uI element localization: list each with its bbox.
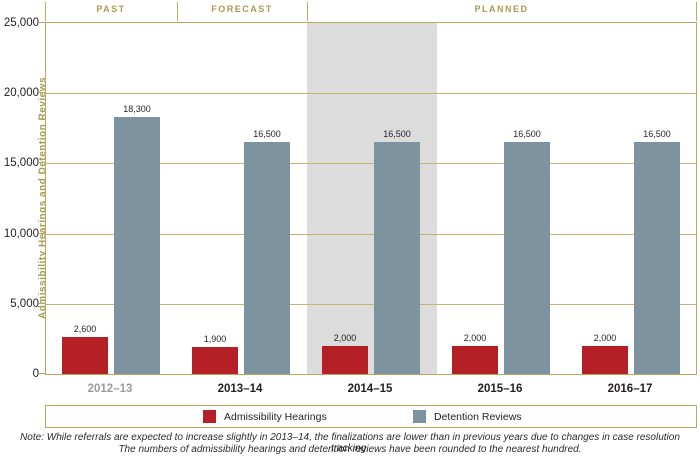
- x-axis-label-2016-17: 2016–17: [607, 383, 653, 395]
- y-tick-label-20,000: 20,000: [3, 87, 39, 99]
- y-tick-label-15,000: 15,000: [3, 157, 39, 169]
- gridline-10000: [46, 234, 696, 235]
- legend: Admissibility Hearings Detention Reviews: [45, 405, 697, 428]
- bar-admissibility-hearings-2015-16: [452, 346, 498, 374]
- phase-label-forecast: FORECAST: [211, 4, 273, 14]
- phase-label-past: PAST: [96, 4, 126, 14]
- x-axis-label-2014-15: 2014–15: [347, 383, 393, 395]
- legend-swatch-admissibility-hearings: [203, 410, 216, 423]
- bar-detention-reviews-2014-15: [374, 142, 420, 374]
- bar-value-label: 2,000: [463, 333, 487, 343]
- note-line-1: Note: While referrals are expected to in…: [20, 432, 680, 454]
- plot-area: 2,600 18,300 1,900 16,500 2,000 16,500 2,000 16…: [45, 22, 697, 375]
- y-tick-mark: [39, 303, 47, 304]
- bar-admissibility-hearings-2016-17: [582, 346, 628, 374]
- y-tick-mark: [39, 233, 47, 234]
- x-axis-label-2015-16: 2015–16: [477, 383, 523, 395]
- bar-admissibility-hearings-2012-13: [62, 337, 108, 374]
- y-tick-mark: [39, 22, 47, 23]
- bar-detention-reviews-2013-14: [244, 142, 290, 374]
- bar-value-label: 16,500: [383, 129, 411, 139]
- bar-value-label: 2,000: [593, 333, 617, 343]
- bar-detention-reviews-2016-17: [634, 142, 680, 374]
- bar-value-label: 2,600: [73, 324, 97, 334]
- gridline-15000: [46, 163, 696, 164]
- y-tick-label-0: 0: [32, 368, 39, 380]
- y-tick-label-5,000: 5,000: [10, 298, 39, 310]
- legend-swatch-detention-reviews: [413, 410, 426, 423]
- bar-value-label: 18,300: [123, 104, 151, 114]
- phase-label-planned: PLANNED: [474, 4, 529, 14]
- legend-label-detention-reviews: Detention Reviews: [434, 410, 522, 423]
- y-tick-mark: [39, 373, 47, 374]
- bar-value-label: 16,500: [253, 129, 281, 139]
- phase-divider: [307, 2, 308, 21]
- gridline-20000: [46, 93, 696, 94]
- bar-value-label: 16,500: [513, 129, 541, 139]
- legend-item-detention-reviews: Detention Reviews: [413, 406, 522, 427]
- x-axis-label-2012-13: 2012–13: [87, 383, 133, 395]
- y-tick-label-25,000: 25,000: [3, 17, 39, 29]
- bar-detention-reviews-2015-16: [504, 142, 550, 374]
- x-axis-label-2013-14: 2013–14: [217, 383, 263, 395]
- bar-value-label: 16,500: [643, 129, 671, 139]
- legend-label-admissibility-hearings: Admissibility Hearings: [224, 410, 327, 423]
- legend-item-admissibility-hearings: Admissibility Hearings: [203, 406, 327, 427]
- bar-admissibility-hearings-2014-15: [322, 346, 368, 374]
- bar-value-label: 2,000: [333, 333, 357, 343]
- phase-divider: [45, 2, 46, 21]
- phase-divider: [696, 2, 697, 21]
- gridline-5000: [46, 304, 696, 305]
- bar-admissibility-hearings-2013-14: [192, 347, 238, 374]
- note-line-2: The numbers of admissibility hearings an…: [118, 444, 582, 455]
- y-tick-mark: [39, 162, 47, 163]
- phase-divider: [177, 2, 178, 21]
- bar-value-label: 1,900: [203, 334, 227, 344]
- y-tick-label-10,000: 10,000: [3, 228, 39, 240]
- y-tick-mark: [39, 92, 47, 93]
- bar-detention-reviews-2012-13: [114, 117, 160, 374]
